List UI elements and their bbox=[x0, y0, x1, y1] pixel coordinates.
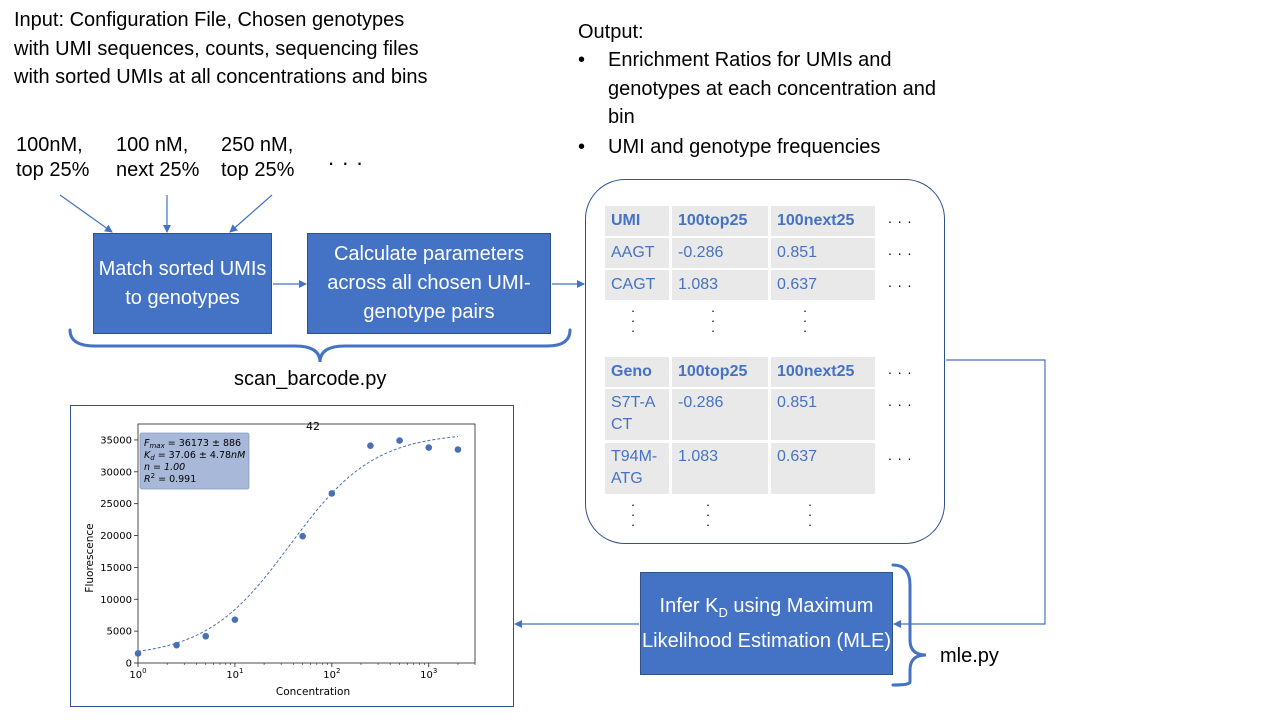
y-tick-label: 20000 bbox=[100, 531, 132, 542]
arrow-table-mle bbox=[893, 359, 1046, 628]
legend-n: n = 1.00 bbox=[144, 462, 185, 473]
table-header: 100top25 bbox=[672, 206, 768, 236]
table-col-ellipsis: . . . bbox=[888, 274, 913, 290]
fit-curve bbox=[137, 436, 458, 652]
scan-script-label: scan_barcode.py bbox=[234, 368, 387, 390]
table-cell: 1.083 bbox=[672, 270, 768, 300]
arrow-cond3 bbox=[229, 194, 273, 233]
data-point bbox=[173, 641, 180, 649]
table-col-ellipsis: . . . bbox=[888, 447, 913, 463]
data-point bbox=[202, 632, 210, 640]
data-point bbox=[231, 616, 239, 623]
data-point bbox=[454, 446, 462, 453]
table-row-ellipsis: · · · bbox=[630, 303, 636, 338]
match-step-box: Match sorted UMIs to genotypes bbox=[93, 233, 272, 334]
table-row-ellipsis: · · · bbox=[705, 497, 711, 532]
condition-label: 100 nM, next 25% bbox=[116, 134, 200, 181]
output-bullet: • UMI and genotype frequencies bbox=[578, 133, 938, 162]
table-cell: 1.083 bbox=[672, 443, 768, 494]
mle-brace bbox=[891, 563, 927, 687]
y-tick-label: 10000 bbox=[100, 595, 132, 606]
condition-label: 100nM, top 25% bbox=[16, 134, 90, 181]
infer-step-box: Infer KD using Maximum Likelihood Estima… bbox=[640, 572, 893, 675]
table-header: 100top25 bbox=[672, 357, 768, 387]
table-cell: -0.286 bbox=[672, 238, 768, 268]
table-cell: -0.286 bbox=[672, 389, 768, 440]
table-header: UMI bbox=[605, 206, 669, 236]
arrow-cond1 bbox=[59, 194, 113, 233]
plot-area-frame bbox=[137, 423, 476, 664]
table-cell: 0.637 bbox=[771, 270, 875, 300]
x-tick-label: 102 bbox=[323, 667, 340, 681]
table-cell: AAGT bbox=[605, 238, 669, 268]
table-header: 100next25 bbox=[771, 357, 875, 387]
x-axis-label: Concentration bbox=[276, 686, 350, 698]
table-header: 100next25 bbox=[771, 206, 875, 236]
fit-legend: Fmax = 36173 ± 886 Kd = 37.06 ± 4.78nM n… bbox=[139, 432, 250, 490]
condition-label: 250 nM, top 25% bbox=[221, 134, 295, 181]
mle-script-label: mle.py bbox=[940, 645, 999, 667]
binding-curve-plot: 0 5000 10000 15000 20000 25000 30000 35000 100 10… bbox=[70, 405, 514, 707]
output-table-panel: UMI 100top25 100next25 . . . AAGT -0.286… bbox=[585, 179, 945, 544]
input-description: Input: Configuration File, Chosen genoty… bbox=[14, 9, 428, 88]
table-col-ellipsis: . . . bbox=[888, 393, 913, 409]
table-cell: T94M-ATG bbox=[605, 443, 669, 494]
legend-kd: Kd = 37.06 ± 4.78nM bbox=[144, 450, 245, 462]
data-point bbox=[299, 532, 306, 540]
output-bullet: • Enrichment Ratios for UMIs and genotyp… bbox=[578, 46, 938, 132]
conditions-ellipsis: . . . bbox=[328, 145, 364, 170]
output-title: Output: bbox=[578, 21, 644, 43]
data-point bbox=[396, 437, 403, 444]
table-row-ellipsis: · · · bbox=[807, 497, 813, 532]
table-cell: 0.851 bbox=[771, 238, 875, 268]
table-col-ellipsis: . . . bbox=[888, 361, 913, 377]
table-col-ellipsis: . . . bbox=[888, 242, 913, 258]
infer-step-label: Infer KD using Maximum Likelihood Estima… bbox=[642, 594, 891, 652]
y-tick-label: 25000 bbox=[100, 499, 132, 510]
chart-title: 42 bbox=[306, 420, 320, 433]
calculate-step-label: Calculate parameters across all chosen U… bbox=[327, 243, 531, 323]
calculate-step-box: Calculate parameters across all chosen U… bbox=[307, 233, 551, 334]
data-point bbox=[367, 442, 374, 449]
table-row-ellipsis: · · · bbox=[710, 303, 716, 338]
x-tick-label: 100 bbox=[129, 667, 146, 681]
y-tick-label: 15000 bbox=[100, 563, 132, 574]
legend-fmax: Fmax = 36173 ± 886 bbox=[144, 438, 241, 450]
table-cell: 0.637 bbox=[771, 443, 875, 494]
y-tick-label: 5000 bbox=[107, 627, 132, 638]
table-col-ellipsis: . . . bbox=[888, 210, 913, 226]
bullet-symbol: • bbox=[578, 49, 586, 71]
y-tick-label: 0 bbox=[126, 659, 132, 670]
bullet-symbol: • bbox=[578, 136, 586, 158]
binding-curve-chart: 0 5000 10000 15000 20000 25000 30000 35000 100 10… bbox=[84, 420, 476, 698]
table-cell: CAGT bbox=[605, 270, 669, 300]
table-cell: 0.851 bbox=[771, 389, 875, 440]
y-tick-label: 30000 bbox=[100, 467, 132, 478]
x-tick-label: 103 bbox=[420, 667, 437, 681]
data-point bbox=[425, 444, 433, 451]
scan-brace bbox=[68, 328, 572, 363]
table-header: Geno bbox=[605, 357, 669, 387]
x-tick-label: 101 bbox=[226, 667, 243, 681]
legend-r2: R2 = 0.991 bbox=[144, 472, 196, 485]
table-cell: S7T-ACT bbox=[605, 389, 669, 440]
table-row-ellipsis: · · · bbox=[630, 497, 636, 532]
match-step-label: Match sorted UMIs to genotypes bbox=[98, 257, 267, 309]
y-tick-label: 35000 bbox=[100, 435, 132, 446]
data-point bbox=[328, 490, 336, 497]
table-row-ellipsis: · · · bbox=[802, 303, 808, 338]
y-axis-label: Fluorescence bbox=[84, 523, 96, 592]
data-point bbox=[134, 650, 142, 657]
